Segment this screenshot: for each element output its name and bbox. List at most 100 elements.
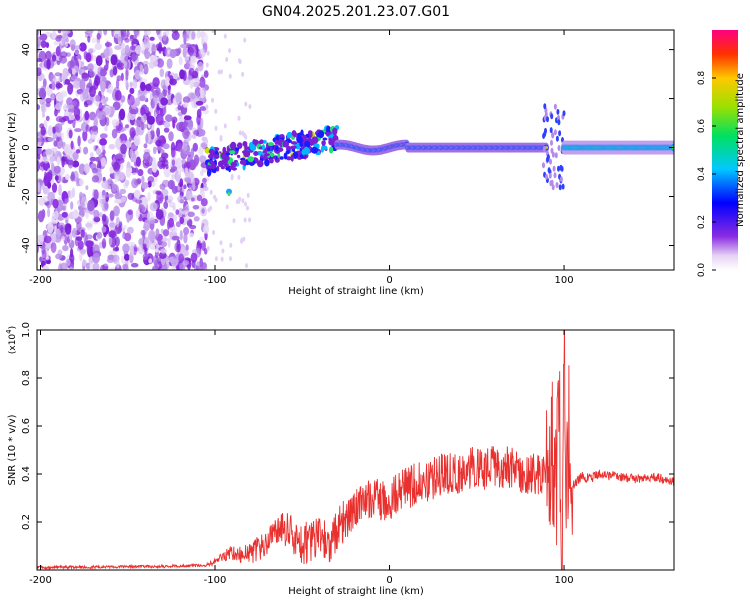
heatmap-cell	[152, 146, 157, 155]
heatmap-cell	[39, 33, 48, 41]
y-tick-label: -40	[21, 237, 32, 253]
heatmap-cell	[182, 102, 189, 108]
heatmap-cell	[214, 108, 218, 114]
heatmap-cell	[555, 182, 559, 188]
heatmap-cell	[62, 245, 69, 252]
heatmap-cell	[122, 265, 129, 270]
heatmap-cell	[44, 148, 53, 155]
heatmap-cell	[131, 53, 137, 62]
heatmap-cell	[84, 87, 91, 93]
heatmap-cell	[229, 150, 236, 155]
heatmap-cell	[143, 36, 150, 49]
heatmap-cell	[117, 62, 124, 68]
heatmap-cell	[115, 137, 122, 150]
heatmap-cell	[113, 254, 117, 265]
heatmap-cell	[191, 197, 195, 202]
heatmap-cell	[192, 179, 196, 191]
x-tick-label: -200	[29, 575, 52, 586]
heatmap-cell	[101, 213, 107, 222]
heatmap-cell	[156, 191, 164, 204]
heatmap-cell	[67, 157, 74, 169]
heatmap-cell	[165, 114, 173, 122]
heatmap-cell	[153, 59, 159, 67]
heatmap-cell	[95, 94, 101, 102]
colorbar-gradient	[712, 30, 738, 270]
heatmap-cell	[89, 156, 97, 162]
heatmap-cell	[70, 140, 74, 150]
heatmap-cell	[219, 135, 223, 140]
heatmap-cell	[176, 157, 182, 169]
heatmap-cell	[124, 38, 130, 43]
heatmap-cell	[158, 41, 163, 54]
heatmap-cell	[64, 198, 70, 203]
heatmap-cell	[133, 244, 137, 256]
heatmap-cell	[56, 156, 61, 166]
heatmap-cell	[242, 236, 246, 242]
heatmap-cell	[74, 128, 82, 133]
heatmap-cell	[155, 139, 162, 147]
heatmap-cell	[142, 196, 149, 207]
heatmap-cell	[237, 142, 243, 150]
heatmap-cell	[47, 191, 56, 203]
heatmap-cell	[163, 166, 171, 178]
heatmap-cell	[216, 165, 220, 172]
heatmap-cell	[558, 130, 562, 137]
heatmap-cell	[205, 139, 209, 144]
heatmap-cell	[187, 119, 194, 131]
heatmap-cell	[51, 212, 56, 222]
heatmap-cell	[93, 189, 99, 200]
heatmap-cell	[70, 171, 75, 181]
heatmap-cell	[223, 160, 228, 168]
heatmap-cell	[225, 57, 229, 62]
heatmap-cell	[41, 249, 47, 260]
heatmap-cell	[267, 142, 274, 147]
heatmap-cell	[47, 125, 53, 137]
heatmap-cell	[158, 149, 165, 154]
heatmap-cell	[139, 95, 146, 102]
heatmap-cell	[167, 237, 171, 248]
heatmap-cell	[114, 192, 123, 200]
heatmap-cell	[59, 51, 68, 58]
heatmap-cell	[71, 227, 78, 238]
heatmap-cell	[45, 50, 52, 61]
heatmap-cell	[94, 42, 103, 51]
heatmap-cell	[145, 83, 152, 92]
heatmap-cell	[57, 30, 62, 34]
heatmap-cell	[256, 150, 263, 156]
heatmap-cell	[178, 182, 183, 187]
heatmap-cell	[141, 175, 145, 184]
heatmap-cell	[160, 248, 167, 254]
heatmap-cell	[274, 139, 280, 145]
heatmap-cell	[57, 263, 63, 270]
heatmap-cell	[105, 61, 109, 70]
heatmap-cell	[51, 93, 55, 101]
heatmap-cell	[109, 69, 114, 78]
heatmap-cell	[202, 177, 207, 184]
heatmap-cell	[213, 154, 220, 160]
heatmap-cell	[168, 212, 174, 218]
heatmap-cell	[70, 248, 74, 258]
heatmap-cell	[235, 147, 240, 152]
heatmap-cell	[553, 103, 557, 110]
heatmap-cell	[186, 161, 191, 169]
heatmap-cell	[146, 30, 151, 36]
heatmap-cell	[129, 136, 132, 142]
heatmap-cell	[152, 95, 159, 103]
heatmap-cell	[177, 195, 185, 203]
heatmap-cell	[286, 156, 292, 161]
heatmap-cell	[45, 115, 50, 122]
heatmap-cell	[81, 72, 89, 79]
heatmap-cell	[548, 172, 552, 179]
heatmap-cell	[121, 42, 125, 49]
heatmap-cell	[193, 154, 200, 166]
heatmap-cell	[103, 97, 107, 108]
heatmap-cell	[65, 173, 70, 181]
heatmap-cell	[142, 60, 149, 66]
heatmap-cell	[93, 117, 99, 128]
heatmap-cell	[37, 234, 44, 247]
heatmap-cell	[290, 154, 294, 162]
heatmap-cell	[42, 265, 49, 270]
heatmap-cell	[111, 119, 120, 127]
heatmap-cell	[140, 81, 146, 92]
heatmap-cell	[98, 197, 103, 207]
